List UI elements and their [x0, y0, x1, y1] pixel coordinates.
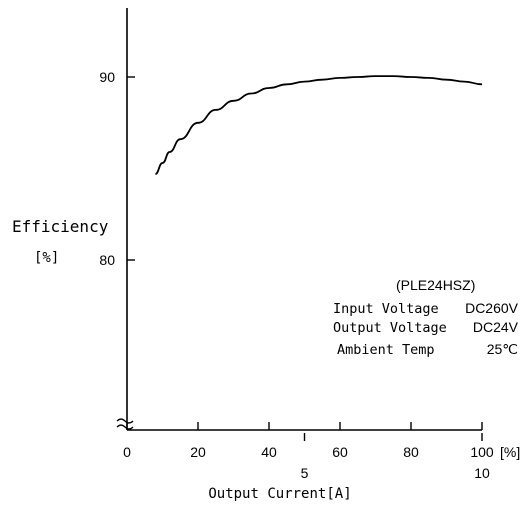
- annotation-input-voltage-value: DC260V: [465, 300, 519, 316]
- x-tick-label-40: 40: [261, 444, 277, 460]
- y-tick-label-90: 90: [99, 69, 115, 85]
- x-tick-label-20: 20: [190, 444, 206, 460]
- x-tick-label-80: 80: [403, 444, 419, 460]
- annotation-box: (PLE24HSZ) Input Voltage DC260V Output V…: [333, 277, 519, 358]
- axis-break-mark-lower: [116, 424, 134, 430]
- annotation-output-voltage-value: DC24V: [473, 319, 519, 335]
- x-ticks: 0 20 40 60 80 100 5 10: [123, 422, 494, 481]
- annotation-model: (PLE24HSZ): [396, 277, 475, 293]
- x-tick-label-0: 0: [123, 444, 131, 460]
- y-tick-label-80: 80: [99, 252, 115, 268]
- y-ticks: 80 90: [99, 69, 135, 268]
- axis-break-mark-upper: [116, 418, 134, 424]
- x-tick-label-100: 100: [470, 444, 494, 460]
- annotation-ambient-temp-label: Ambient Temp: [337, 342, 435, 358]
- annotation-input-voltage-label: Input Voltage: [333, 301, 439, 317]
- axes: [116, 8, 482, 431]
- efficiency-curve: [155, 75, 483, 175]
- annotation-ambient-temp-value: 25℃: [487, 341, 518, 357]
- x-secondary-tick-label-5: 5: [301, 465, 309, 481]
- efficiency-curve-group: [155, 75, 483, 175]
- annotation-output-voltage-label: Output Voltage: [333, 320, 447, 336]
- x-secondary-tick-label-10: 10: [474, 465, 490, 481]
- x-tick-label-60: 60: [332, 444, 348, 460]
- x-axis-unit: [%]: [500, 444, 520, 460]
- y-axis-unit: [%]: [34, 250, 59, 266]
- y-axis-label: Efficiency: [12, 217, 109, 236]
- x-axis-label: Output Current[A]: [208, 486, 351, 502]
